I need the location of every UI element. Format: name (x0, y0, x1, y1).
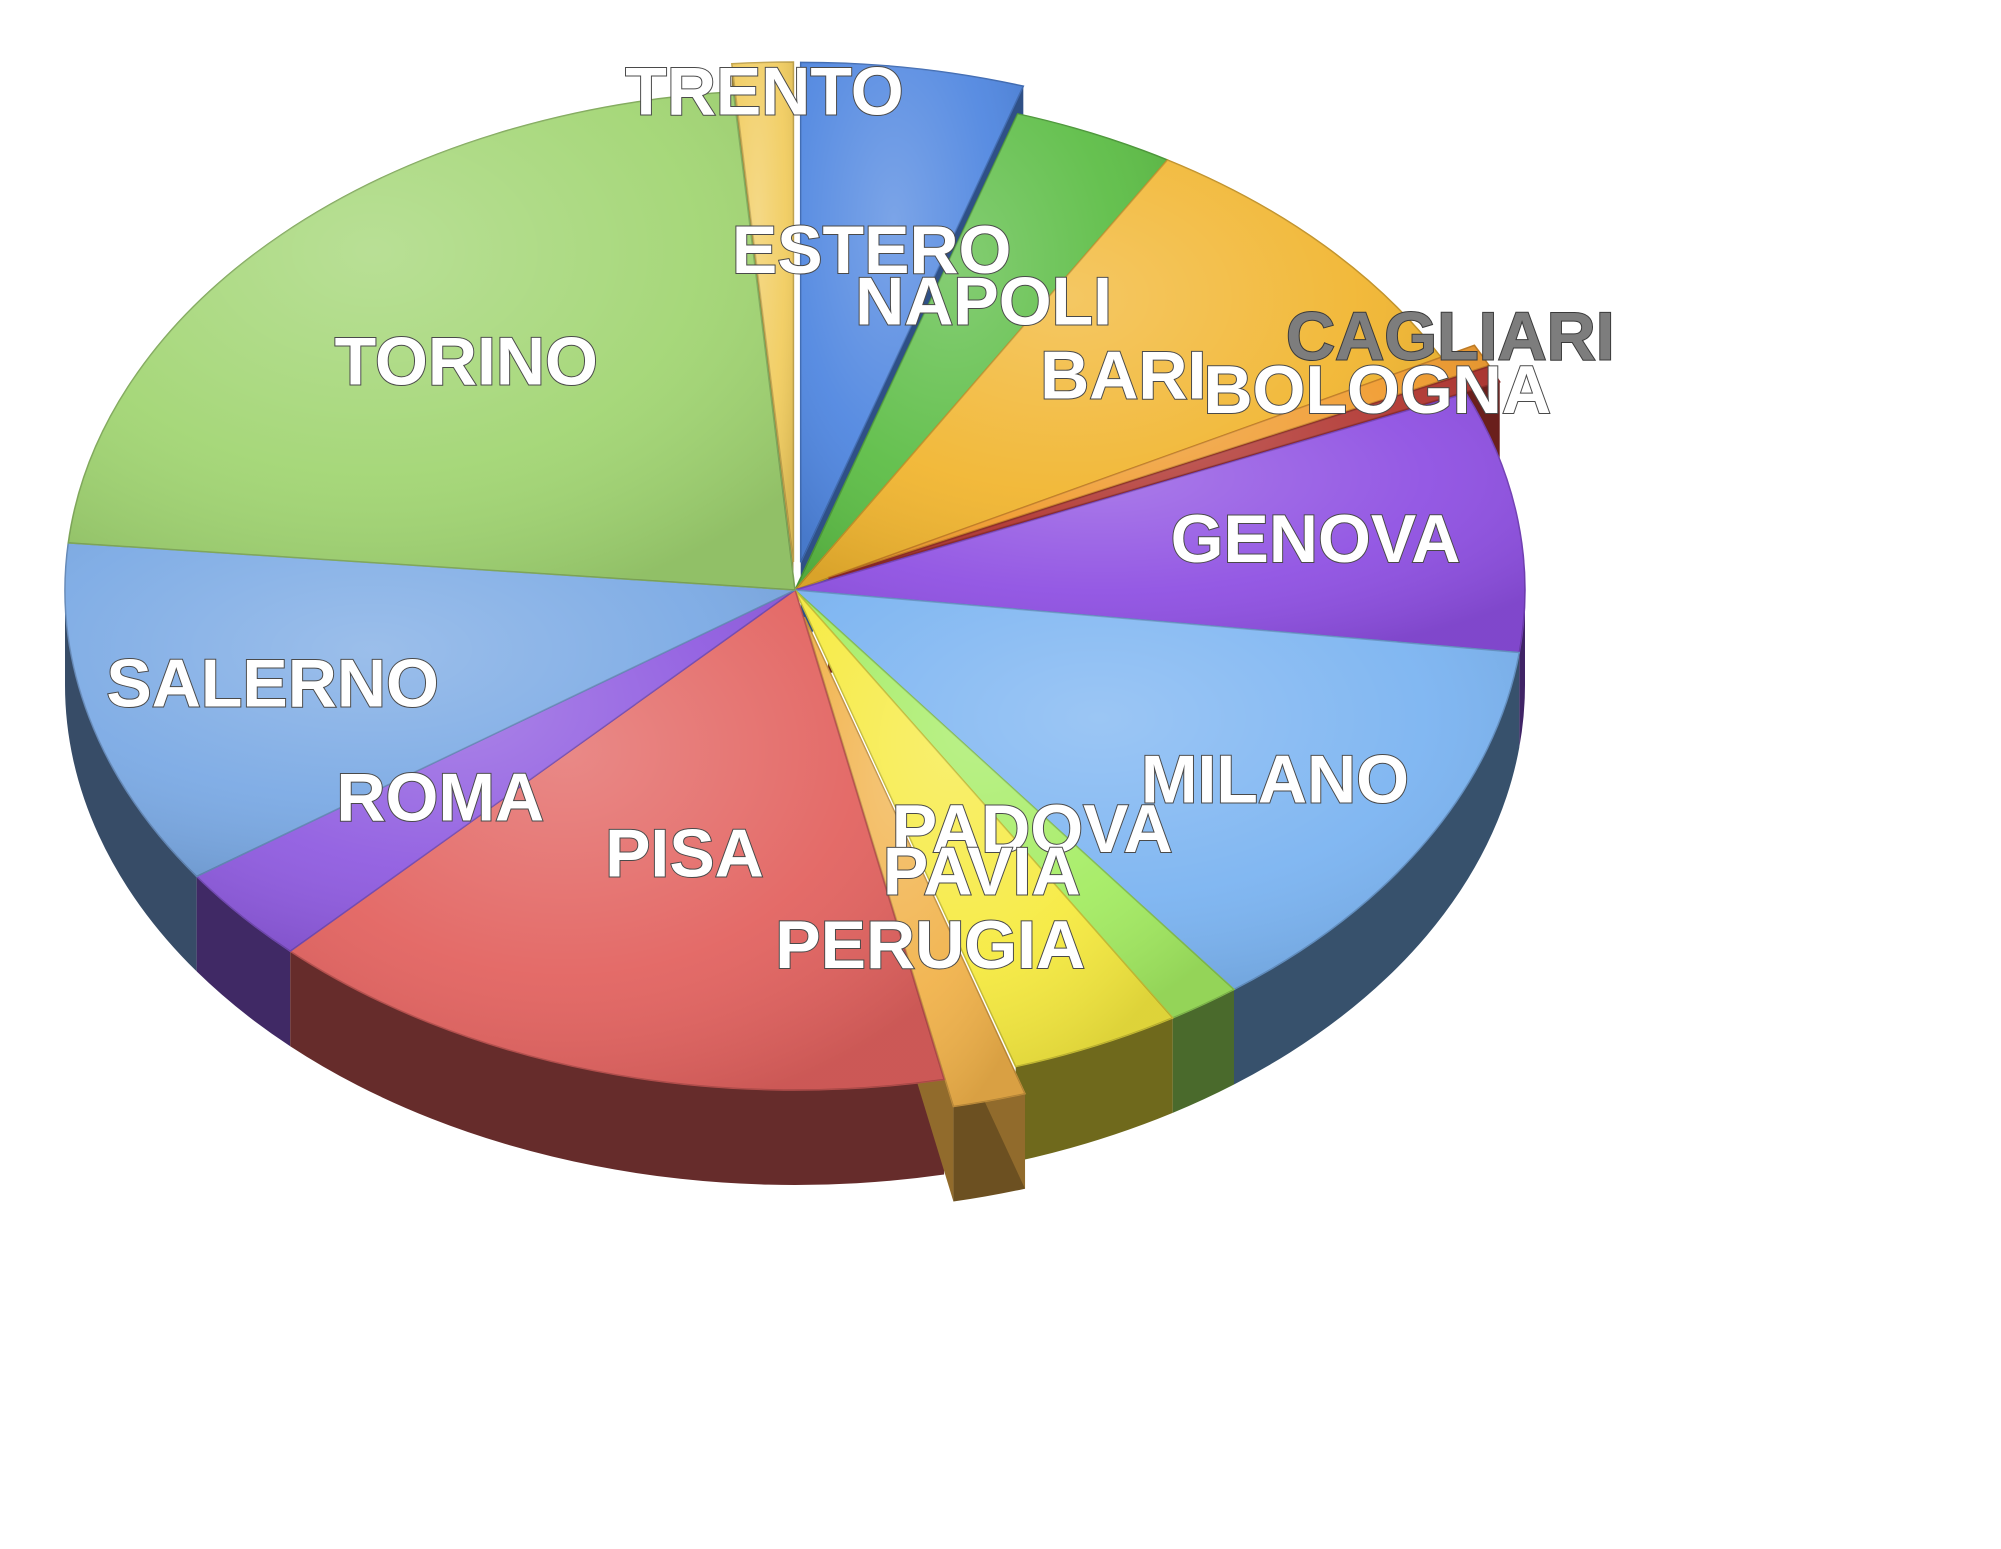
slice-label-perugia: PERUGIA (775, 907, 1085, 983)
slice-label-genova: GENOVA (1171, 501, 1461, 577)
slice-label-pisa: PISA (605, 815, 764, 891)
slice-shine-cagliari (828, 366, 1500, 579)
slice-side-salerno (65, 590, 197, 972)
slice-trento (730, 61, 795, 563)
slice-shine-estero (800, 62, 1024, 563)
slice-shine-perugia (804, 617, 1026, 1107)
slice-shine-padova (795, 590, 1235, 1018)
slice-label-salerno: SALERNO (106, 645, 438, 721)
slice-bologna (827, 344, 1491, 579)
slice-shine-bologna (827, 345, 1490, 578)
slice-label-torino: TORINO (335, 324, 598, 400)
slice-shine-genova (795, 393, 1525, 653)
slice-side-pisa (290, 951, 945, 1185)
slice-label-bologna: BOLOGNA (1203, 352, 1551, 428)
slice-salerno (64, 542, 798, 878)
slice-label-trento: TRENTO (625, 53, 903, 129)
slice-shine-torino (68, 91, 795, 590)
slice-pisa (288, 588, 946, 1091)
slice-shine-pavia (795, 590, 1173, 1067)
slice-label-padova: PADOVA (892, 791, 1173, 867)
slice-shine-milano (795, 590, 1520, 990)
slice-perugia (803, 616, 1027, 1108)
slice-side-padova (1172, 989, 1235, 1113)
slice-side-pavia (1015, 1017, 1173, 1162)
slice-shine-salerno (65, 542, 795, 877)
slice-label-roma: ROMA (336, 759, 544, 835)
slice-pavia (794, 589, 1174, 1068)
slice-cagliari (828, 365, 1501, 580)
slice-genova (794, 392, 1526, 654)
slice-milano (792, 589, 1521, 991)
slice-label-milano: MILANO (1141, 742, 1409, 818)
slice-shine-napoli (795, 113, 1168, 590)
slice-torino (67, 90, 796, 591)
slice-label-estero: ESTERO (732, 212, 1012, 288)
slice-estero (799, 61, 1025, 563)
slice-shine-pisa (290, 590, 945, 1090)
slice-side-genova (1519, 590, 1525, 748)
pie-slices (64, 61, 1526, 1108)
slice-label-cagliari: CAGLIARI (1286, 298, 1615, 374)
slice-label-bari: BARI (1040, 338, 1206, 414)
slice-shine-trento (731, 62, 794, 563)
slice-shine-bari (795, 159, 1442, 591)
slice-shine-roma (196, 590, 795, 952)
slice-side-roma (196, 876, 291, 1047)
slice-label-pavia: PAVIA (883, 833, 1081, 909)
slice-bari (792, 159, 1443, 592)
slice-label-napoli: NAPOLI (855, 264, 1112, 340)
slice-side-milano (1234, 652, 1520, 1085)
